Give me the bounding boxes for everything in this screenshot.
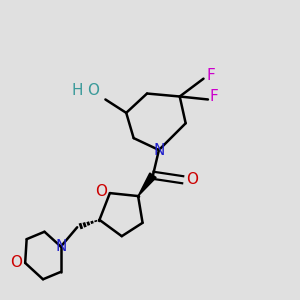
Text: O: O [186, 172, 198, 187]
Text: O: O [88, 83, 100, 98]
Text: F: F [206, 68, 215, 83]
Text: O: O [95, 184, 107, 199]
Text: F: F [209, 89, 218, 104]
Polygon shape [138, 173, 156, 196]
Text: N: N [153, 142, 165, 158]
Text: N: N [55, 239, 67, 254]
Text: H: H [72, 83, 83, 98]
Text: O: O [10, 255, 22, 270]
